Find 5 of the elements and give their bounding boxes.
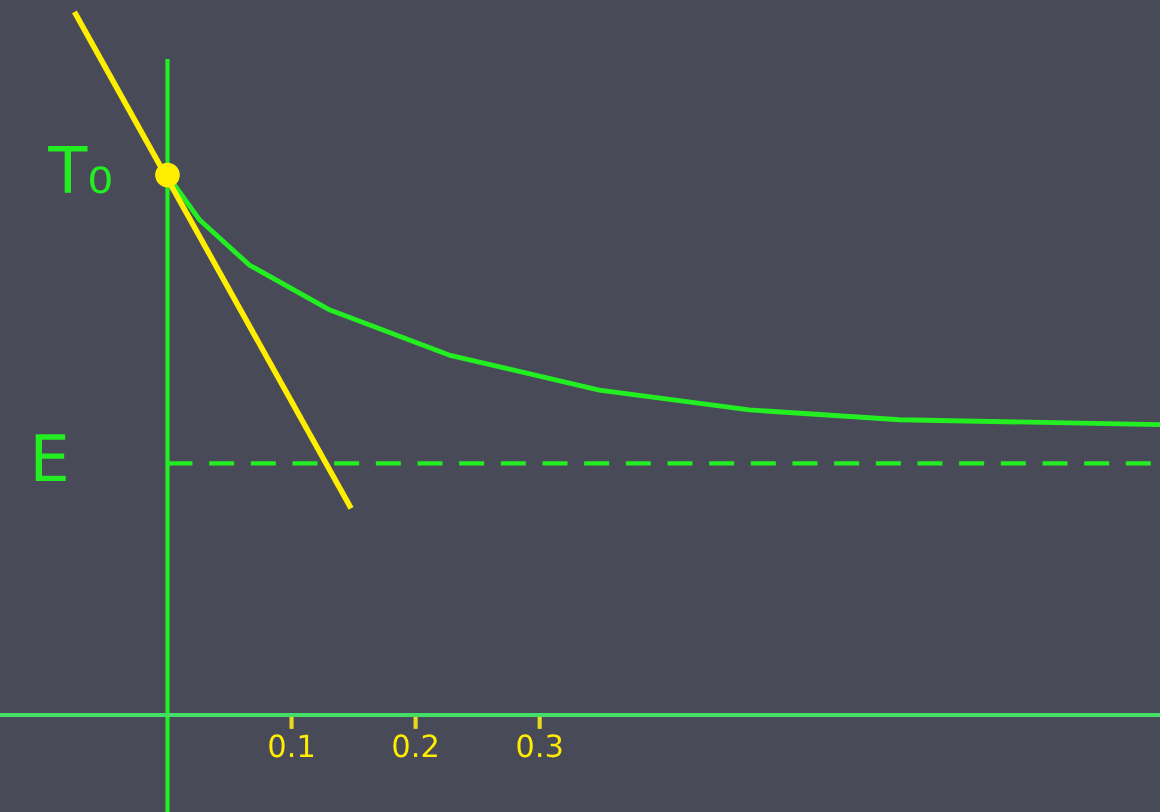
ref-line-label: E (35, 434, 66, 481)
x-tick-label: 0.3 (517, 734, 562, 758)
x-tick-label: 0.2 (393, 734, 437, 758)
x-tick-label: 0.1 (269, 734, 314, 758)
annotation: T₀ (48, 146, 111, 194)
